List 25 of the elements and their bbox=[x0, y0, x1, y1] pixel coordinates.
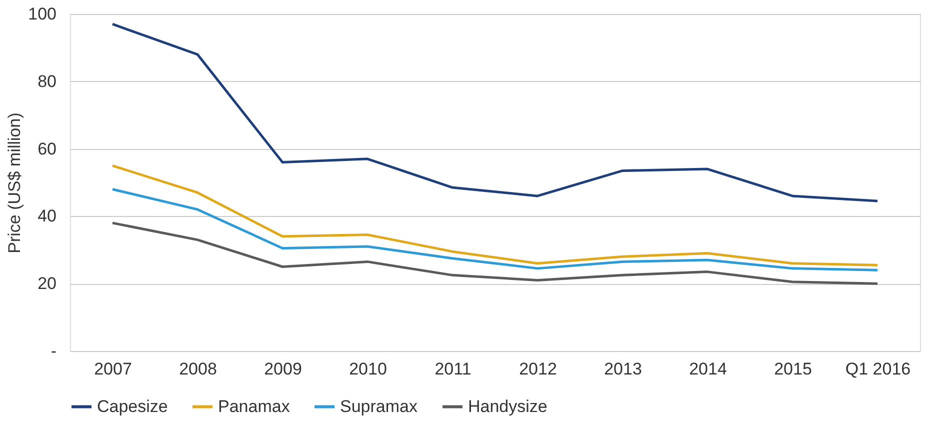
legend-label: Handysize bbox=[468, 396, 548, 416]
x-tick-label: 2013 bbox=[604, 360, 642, 378]
legend-label: Supramax bbox=[340, 396, 418, 416]
x-tick-label: 2015 bbox=[774, 360, 812, 378]
line-series bbox=[111, 222, 879, 285]
x-tick-label: 2014 bbox=[689, 360, 727, 378]
legend-label: Panamax bbox=[218, 396, 290, 416]
x-tick-label: 2007 bbox=[94, 360, 132, 378]
y-tick-label: 60 bbox=[38, 139, 56, 158]
y-tick-label: 80 bbox=[38, 72, 56, 91]
legend-label: Capesize bbox=[97, 396, 168, 416]
line-series bbox=[111, 188, 879, 272]
y-tick-label: 100 bbox=[28, 4, 56, 24]
y-tick-label: 40 bbox=[38, 206, 56, 226]
x-tick-label: Q1 2016 bbox=[845, 360, 911, 378]
y-tick-label: - bbox=[50, 342, 56, 360]
y-axis-title: Price (US$ million) bbox=[5, 112, 24, 254]
x-tick-label: 2012 bbox=[519, 360, 557, 378]
x-tick-label: 2010 bbox=[349, 360, 387, 378]
x-tick-label: 2009 bbox=[264, 360, 302, 378]
x-tick-label: 2008 bbox=[179, 360, 217, 378]
line-series bbox=[111, 164, 879, 266]
y-tick-label: 20 bbox=[38, 274, 56, 294]
x-tick-label: 2011 bbox=[434, 360, 472, 378]
line-series bbox=[111, 22, 879, 202]
